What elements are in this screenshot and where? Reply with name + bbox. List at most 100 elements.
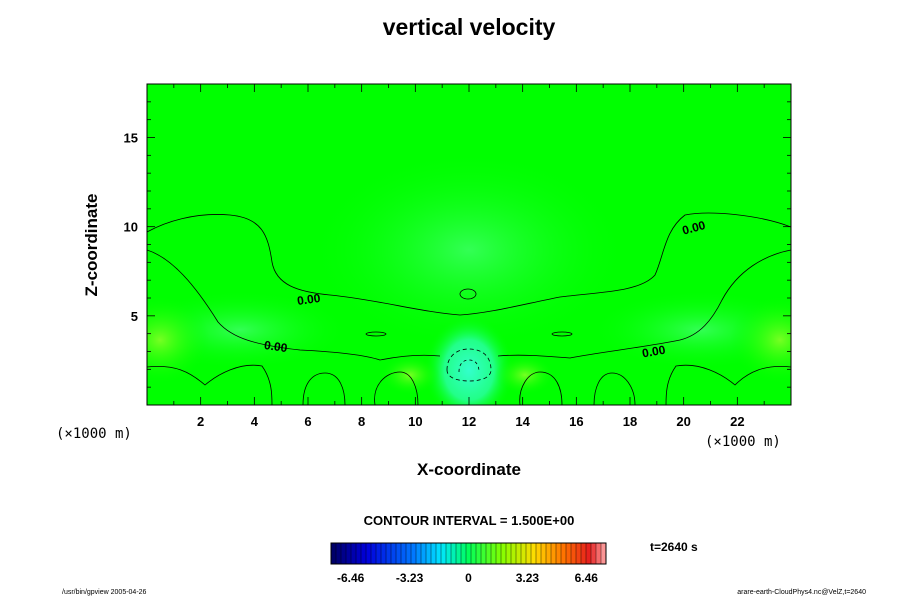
contour-bump-4 xyxy=(593,372,636,405)
colorbar-cell xyxy=(366,543,372,564)
colorbar-cell xyxy=(361,543,367,564)
contour-label: 0.00 xyxy=(641,343,667,361)
contour-label: 0.00 xyxy=(681,218,707,238)
x-tick-label: 12 xyxy=(462,414,476,429)
shade-right-lobe xyxy=(495,355,555,395)
shade-left-lobe xyxy=(380,355,440,395)
colorbar-cell xyxy=(591,543,597,564)
color-shading xyxy=(147,150,791,405)
colorbar-cell xyxy=(371,543,377,564)
colorbar-cell xyxy=(351,543,357,564)
y-tick-label: 15 xyxy=(124,131,138,146)
x-tick-label: 16 xyxy=(569,414,583,429)
contour-label: 0.00 xyxy=(296,291,321,308)
colorbar-cell xyxy=(451,543,457,564)
contour-bottom-left xyxy=(147,364,273,405)
colorbar-cell xyxy=(336,543,342,564)
contour-small-right xyxy=(551,331,573,337)
contour-bump-2 xyxy=(374,371,419,405)
colorbar-cell xyxy=(401,543,407,564)
y-tick-label: 10 xyxy=(124,220,138,235)
colorbar-cell xyxy=(441,543,447,564)
shade-left-edge xyxy=(147,295,210,385)
colorbar-cell xyxy=(356,543,362,564)
x-tick-label: 14 xyxy=(515,414,530,429)
colorbar-tick-labels: -6.46 -3.23 0 3.23 6.46 xyxy=(337,571,598,585)
colorbar-cell xyxy=(541,543,547,564)
colorbar-cell xyxy=(426,543,432,564)
contour-bump-1 xyxy=(302,372,346,405)
colorbar-cell xyxy=(396,543,402,564)
colorbar-cell xyxy=(391,543,397,564)
colorbar-cell xyxy=(516,543,522,564)
x-tick-label: 8 xyxy=(358,414,365,429)
x-axis-label: X-coordinate xyxy=(417,460,521,479)
axis-tick-labels: 2 4 6 8 10 12 14 16 18 20 22 5 10 15 xyxy=(124,131,745,430)
colorbar-cell xyxy=(381,543,387,564)
shade-right-edge xyxy=(730,295,791,385)
x-tick-label: 6 xyxy=(304,414,311,429)
colorbar-cell xyxy=(486,543,492,564)
chart-title: vertical velocity xyxy=(382,14,556,40)
colorbar-cell xyxy=(491,543,497,564)
x-tick-label: 18 xyxy=(623,414,637,429)
contour-lines xyxy=(147,212,791,405)
colorbar-cell xyxy=(571,543,577,564)
y-axis-unit: (×1000 m) xyxy=(56,426,132,442)
colorbar-tick-label: 0 xyxy=(465,571,472,585)
colorbar-cell xyxy=(561,543,567,564)
colorbar-cell xyxy=(461,543,467,564)
time-label: t=2640 s xyxy=(650,540,698,554)
contour-left-outer xyxy=(147,212,791,316)
colorbar-cell xyxy=(406,543,412,564)
x-tick-label: 20 xyxy=(676,414,690,429)
colorbar-cell xyxy=(601,543,607,564)
contour-left-lower xyxy=(147,249,441,361)
x-tick-label: 22 xyxy=(730,414,744,429)
colorbar-cell xyxy=(416,543,422,564)
colorbar-cell xyxy=(341,543,347,564)
x-axis-unit: (×1000 m) xyxy=(705,434,781,450)
colorbar-cell xyxy=(586,543,592,564)
y-tick-label: 5 xyxy=(131,309,138,324)
footer-left: /usr/bin/gpview 2005-04-26 xyxy=(62,589,147,596)
contour-negative-dashed xyxy=(446,348,492,382)
colorbar-cell xyxy=(411,543,417,564)
colorbar-tick-label: 3.23 xyxy=(516,571,540,585)
colorbar-cell xyxy=(436,543,442,564)
contour-small-top xyxy=(459,288,477,300)
colorbar-cell xyxy=(456,543,462,564)
colorbar-cell xyxy=(376,543,382,564)
colorbar-cell xyxy=(576,543,582,564)
colorbar-cell xyxy=(471,543,477,564)
contour-small-left xyxy=(365,331,387,337)
colorbar-tick-label: 6.46 xyxy=(575,571,599,585)
contour-right-lower xyxy=(497,249,791,359)
colorbar-cell xyxy=(476,543,482,564)
axis-ticks xyxy=(147,84,791,405)
colorbar-tick-label: -6.46 xyxy=(337,571,365,585)
colorbar-cell xyxy=(496,543,502,564)
colorbar-cell xyxy=(431,543,437,564)
contour-label-group: 0.00 0.00 0.00 0.00 xyxy=(263,218,707,361)
colorbar-cell xyxy=(511,543,517,564)
colorbar-cells xyxy=(330,543,607,564)
colorbar-cell xyxy=(421,543,427,564)
x-tick-label: 4 xyxy=(251,414,259,429)
colorbar-cell xyxy=(446,543,452,564)
x-tick-label: 10 xyxy=(408,414,422,429)
colorbar-cell xyxy=(506,543,512,564)
colorbar-cell xyxy=(581,543,587,564)
shade-center-core xyxy=(424,315,514,405)
contour-bump-3 xyxy=(519,371,563,405)
footer-right: arare-earth-CloudPhys4.nc@VelZ,t=2640 xyxy=(737,589,866,596)
contour-label: 0.00 xyxy=(263,338,288,355)
colorbar-cell xyxy=(331,543,337,564)
colorbar-cell xyxy=(551,543,557,564)
colorbar-cell xyxy=(501,543,507,564)
colorbar-cell xyxy=(531,543,537,564)
colorbar-cell xyxy=(566,543,572,564)
colorbar-cell xyxy=(521,543,527,564)
